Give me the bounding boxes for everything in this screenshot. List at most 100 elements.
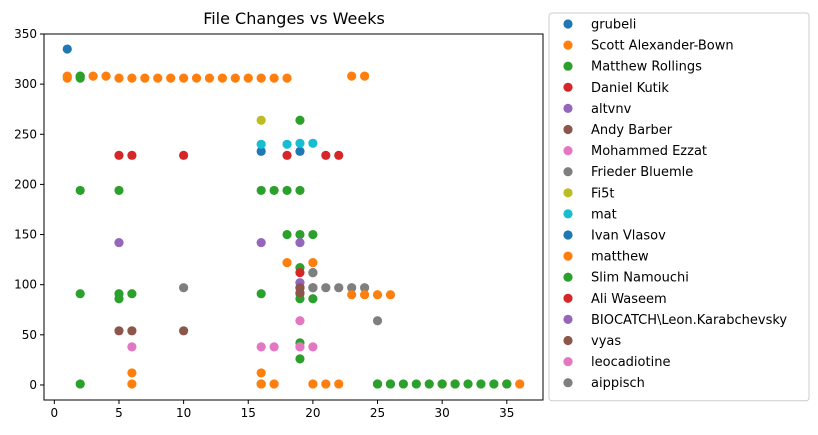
x-tick-label: 0 — [51, 406, 59, 420]
data-point — [256, 139, 266, 149]
data-point — [75, 379, 85, 389]
data-point — [398, 379, 408, 389]
plot-points — [62, 44, 525, 389]
data-point — [295, 268, 305, 278]
data-point — [282, 258, 292, 268]
data-point — [75, 185, 85, 196]
y-tick-label: 100 — [14, 278, 37, 292]
data-point — [179, 150, 189, 160]
data-point — [282, 185, 292, 196]
data-point — [256, 237, 266, 248]
data-point — [166, 73, 176, 83]
legend: grubeli Scott Alexander-Bown Matthew Rolli… — [548, 12, 810, 402]
legend-frame — [548, 12, 810, 402]
data-point — [295, 185, 305, 196]
data-point — [256, 379, 266, 389]
legend-label: mat — [591, 207, 617, 222]
legend-marker — [563, 61, 573, 71]
data-point — [256, 289, 266, 299]
data-point — [88, 71, 98, 81]
data-point — [256, 146, 266, 156]
data-point — [101, 71, 111, 81]
data-point — [372, 316, 383, 326]
legend-marker — [563, 209, 573, 219]
data-point — [217, 73, 227, 83]
legend-label: aippisch — [591, 376, 645, 391]
legend-marker — [563, 230, 573, 240]
y-tick-label: 150 — [14, 228, 37, 242]
data-point — [75, 289, 85, 299]
data-point — [191, 73, 202, 83]
data-point — [360, 283, 370, 293]
data-point — [269, 185, 279, 196]
legend-marker — [563, 124, 573, 135]
data-point — [308, 283, 318, 293]
legend-label: Ivan Vlasov — [591, 229, 666, 244]
data-point — [295, 115, 305, 125]
data-point — [179, 73, 189, 83]
data-point — [269, 342, 279, 352]
data-point — [114, 150, 124, 160]
data-point — [321, 379, 331, 389]
data-point — [269, 379, 279, 389]
data-point — [114, 185, 124, 196]
legend-label: grubeli — [591, 18, 636, 33]
data-point — [153, 73, 163, 83]
legend-label: Scott Alexander-Bown — [591, 39, 734, 54]
x-tick-label: 5 — [115, 406, 123, 420]
y-axis: 0 50 100 150 200 250 300 350 — [14, 27, 44, 392]
plot-frame — [43, 33, 544, 401]
y-tick-label: 250 — [14, 127, 37, 141]
legend-label: Andy Barber — [591, 123, 673, 138]
legend-marker — [563, 19, 573, 29]
data-point — [321, 283, 331, 293]
data-point — [308, 138, 318, 148]
data-point — [424, 379, 434, 389]
data-point — [114, 73, 124, 83]
data-point — [127, 73, 137, 83]
chart-title: File Changes vs Weeks — [203, 9, 385, 28]
data-point — [114, 237, 124, 248]
data-point — [269, 73, 279, 83]
data-point — [476, 379, 486, 389]
data-point — [204, 73, 215, 83]
data-point — [295, 146, 305, 156]
legend-label: Daniel Kutik — [591, 81, 669, 96]
legend-marker — [563, 103, 573, 113]
y-tick-label: 350 — [14, 27, 37, 41]
y-tick-label: 200 — [14, 177, 37, 191]
legend-marker — [563, 293, 573, 303]
data-point — [295, 237, 305, 248]
x-tick-label: 35 — [499, 406, 514, 420]
data-point — [127, 342, 137, 352]
legend-marker — [563, 167, 573, 177]
data-point — [256, 368, 266, 378]
data-point — [308, 342, 318, 352]
data-point — [127, 368, 137, 378]
data-point — [308, 379, 318, 389]
legend-label: BIOCATCH\Leon.Karabchevsky — [591, 313, 787, 328]
legend-marker — [563, 357, 573, 367]
data-point — [230, 73, 240, 83]
x-tick-label: 15 — [241, 406, 256, 420]
data-point — [282, 150, 292, 160]
data-point — [321, 150, 331, 160]
legend-label: leocadiotine — [591, 355, 670, 370]
data-point — [437, 379, 447, 389]
legend-label: Ali Waseem — [591, 292, 667, 307]
data-point — [347, 71, 357, 81]
x-tick-label: 30 — [435, 406, 450, 420]
data-point — [75, 73, 85, 83]
data-point — [62, 44, 72, 54]
data-point — [282, 139, 292, 149]
y-tick-label: 50 — [22, 328, 37, 342]
data-point — [62, 73, 72, 83]
legend-label: Slim Namouchi — [591, 271, 689, 286]
data-point — [243, 73, 253, 83]
legend-marker — [563, 378, 573, 388]
x-tick-label: 20 — [305, 406, 320, 420]
legend-label: Matthew Rollings — [591, 60, 702, 75]
legend-marker — [563, 82, 573, 92]
legend-label: Fi5t — [591, 186, 615, 201]
